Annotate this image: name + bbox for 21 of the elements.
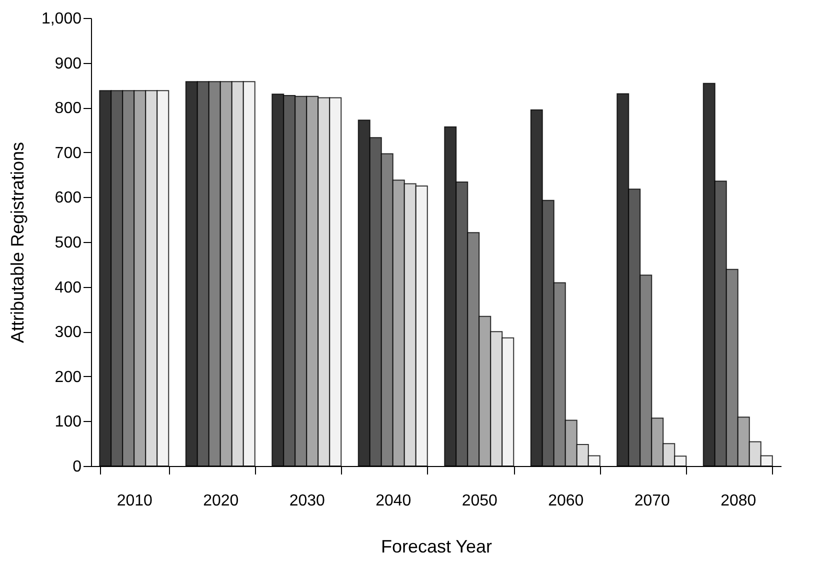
y-tick-label: 0 xyxy=(72,458,82,476)
y-tick-label: 800 xyxy=(54,100,82,118)
x-tick-label: 2070 xyxy=(634,492,670,510)
x-tick-label: 2020 xyxy=(203,492,239,510)
y-tick-label: 400 xyxy=(54,279,82,296)
y-tick-label: 100 xyxy=(54,414,82,431)
x-tick-label: 2080 xyxy=(720,492,756,510)
x-tick-label: 2050 xyxy=(462,492,498,510)
y-tick-label: 500 xyxy=(54,234,82,252)
y-tick-label: 900 xyxy=(54,55,82,72)
x-axis-title: Forecast Year xyxy=(380,536,492,556)
x-tick-label: 2040 xyxy=(376,492,412,510)
y-tick-label: 600 xyxy=(54,190,82,207)
y-axis-title: Attributable Registrations xyxy=(7,142,28,344)
x-tick-label: 2010 xyxy=(116,492,153,510)
y-tick-label: 300 xyxy=(54,324,82,342)
x-tick-label: 2030 xyxy=(289,492,326,510)
y-tick-label: 1,000 xyxy=(41,10,82,28)
x-tick-label: 2060 xyxy=(548,492,584,510)
y-tick-label: 200 xyxy=(54,368,82,386)
y-tick-label: 700 xyxy=(54,144,82,162)
